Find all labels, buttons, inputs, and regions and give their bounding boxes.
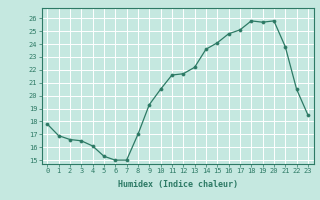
X-axis label: Humidex (Indice chaleur): Humidex (Indice chaleur) <box>118 180 237 189</box>
